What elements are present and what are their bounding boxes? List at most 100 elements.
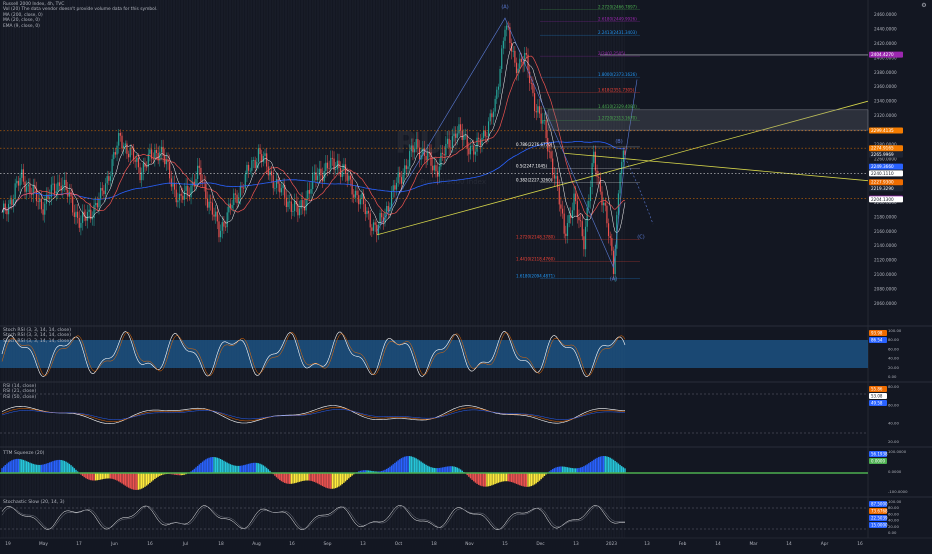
candle-body	[176, 190, 177, 203]
candle-body	[235, 193, 236, 194]
ttm-histogram-bar	[95, 473, 96, 480]
candle-body	[480, 139, 481, 145]
ttm-histogram-bar	[60, 460, 61, 473]
candle-body	[266, 153, 267, 166]
candle-body	[488, 121, 489, 136]
ttm-histogram-bar	[118, 473, 119, 481]
candle-body	[115, 152, 116, 154]
ttm-histogram-bar	[28, 462, 29, 473]
ttm-squeeze-pane-title[interactable]: TTM Squeeze (20)	[3, 451, 44, 456]
candle-body	[138, 158, 139, 168]
candle-body	[179, 194, 180, 201]
ttm-histogram-bar	[294, 473, 295, 483]
candle-body	[294, 201, 295, 211]
candle-body	[184, 191, 185, 200]
indicator-badge-label: 15.0000	[871, 523, 888, 528]
candle-body	[15, 183, 16, 199]
ttm-histogram-bar	[389, 467, 390, 473]
ttm-histogram-bar	[26, 461, 27, 473]
candle-body	[526, 53, 527, 55]
ttm-histogram-bar	[299, 473, 300, 482]
candle-body	[289, 202, 290, 203]
candle-body	[370, 213, 371, 227]
ttm-histogram-bar	[248, 464, 249, 473]
candle-body	[317, 176, 318, 181]
ttm-histogram-bar	[19, 459, 20, 473]
candle-body	[577, 201, 578, 217]
ttm-histogram-bar	[448, 466, 449, 473]
ttm-histogram-bar	[504, 473, 505, 481]
legend-volume[interactable]: Vol (20) The data vendor doesn't provide…	[3, 7, 157, 12]
fib-level-label: 1.4410(2329.4080)	[598, 104, 637, 109]
ttm-histogram-bar	[613, 460, 614, 473]
candle-body	[582, 221, 583, 236]
ttm-histogram-bar	[65, 462, 66, 473]
ttm-histogram-bar	[537, 473, 538, 482]
candle-body	[19, 178, 20, 186]
ttm-histogram-bar	[424, 464, 425, 473]
indicator-axis-label: 20.00	[888, 439, 899, 444]
ttm-histogram-bar	[338, 473, 339, 487]
ttm-histogram-bar	[432, 468, 433, 473]
candle-body	[299, 208, 300, 215]
ttm-histogram-bar	[314, 473, 315, 482]
candle-body	[130, 148, 131, 158]
candle-body	[585, 227, 586, 249]
candle-body	[398, 173, 399, 183]
legend-ema9[interactable]: EMA (9, close, 0)	[3, 24, 157, 29]
ttm-histogram-bar	[151, 473, 152, 482]
ttm-histogram-bar	[555, 467, 556, 473]
candle-body	[42, 209, 43, 214]
ttm-histogram-bar	[508, 473, 509, 481]
ttm-histogram-bar	[282, 473, 283, 482]
candle-body	[44, 204, 45, 215]
settings-gear-icon[interactable]: ⚙	[920, 2, 928, 10]
ttm-histogram-bar	[85, 473, 86, 478]
candle-body	[327, 163, 328, 169]
candle-body	[197, 166, 198, 179]
candle-body	[212, 203, 213, 215]
resistance-zone	[548, 110, 868, 130]
candle-body	[476, 138, 477, 152]
ttm-histogram-bar	[342, 473, 343, 484]
stoch-rsi-pane-title[interactable]: Stoch RSI (3, 3, 14, 14, close) Stoch RS…	[3, 328, 71, 344]
ttm-histogram-bar	[391, 466, 392, 474]
price-axis-label: 2140.0000	[874, 243, 897, 248]
candle-body	[126, 143, 127, 153]
ttm-histogram-bar	[603, 456, 604, 473]
candle-body	[233, 193, 234, 205]
ttm-histogram-bar	[29, 463, 30, 473]
candle-body	[468, 149, 469, 155]
candle-body	[210, 202, 211, 203]
candle-body	[29, 184, 30, 194]
symbol-watermark: RUT	[395, 126, 466, 161]
ttm-histogram-bar	[156, 473, 157, 478]
rsi-pane-title[interactable]: RSI (14, close) RSI (21, close) RSI (50,…	[3, 384, 36, 400]
candle-body	[228, 204, 229, 213]
ttm-histogram-bar	[103, 473, 104, 479]
time-axis-label: 13	[360, 541, 366, 547]
fib-level-label: 2.6180(2449.9926)	[598, 17, 637, 22]
candle-body	[567, 223, 568, 236]
ttm-histogram-bar	[42, 465, 43, 474]
candle-body	[539, 106, 540, 113]
candle-body	[485, 130, 486, 136]
ttm-histogram-bar	[289, 473, 290, 484]
ttm-histogram-bar	[407, 456, 408, 473]
price-axis-label: 2100.0000	[874, 272, 897, 277]
ttm-histogram-bar	[490, 473, 491, 486]
ttm-histogram-bar	[113, 473, 114, 479]
ttm-histogram-bar	[402, 457, 403, 473]
candle-body	[135, 160, 136, 162]
stochastic-slow-pane-title[interactable]: Stochastic Slow (20, 14, 3)	[3, 500, 65, 505]
ttm-histogram-bar	[310, 473, 311, 481]
ttm-histogram-bar	[24, 460, 25, 473]
candle-body	[199, 166, 200, 168]
candle-body	[282, 185, 283, 188]
candle-body	[153, 159, 154, 160]
candle-body	[407, 166, 408, 169]
ttm-histogram-bar	[582, 467, 583, 473]
ttm-histogram-bar	[54, 461, 55, 473]
